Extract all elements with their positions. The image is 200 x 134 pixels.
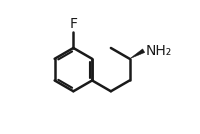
Text: F: F [69, 17, 77, 31]
Polygon shape [130, 49, 145, 59]
Text: NH₂: NH₂ [146, 44, 172, 58]
